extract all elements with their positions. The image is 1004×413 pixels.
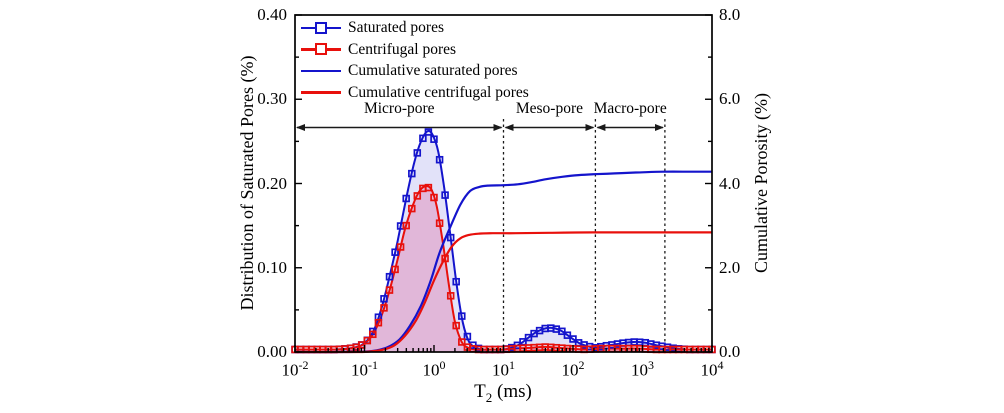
x-axis-title-unit: (ms) <box>497 381 532 402</box>
legend-label: Cumulative centrifugal pores <box>348 83 529 101</box>
centrifugal-area-fill <box>295 186 712 352</box>
legend-item-centrifugal-pores: Centrifugal pores <box>301 39 529 61</box>
square-marker-icon <box>458 312 466 320</box>
legend-sample-line <box>301 85 341 99</box>
x-tick-label: 103 <box>631 358 654 380</box>
x-tick-exponent: 3 <box>648 358 654 372</box>
y-left-tick-label: 0.10 <box>257 257 287 277</box>
legend-label: Centrifugal pores <box>348 40 457 58</box>
x-axis-title: T2 (ms) <box>453 381 553 406</box>
y-left-tick-label: 0.40 <box>257 5 287 24</box>
square-marker-icon <box>408 169 416 178</box>
y-right-tick-label: 6.0 <box>719 89 741 109</box>
square-marker-icon <box>413 192 422 200</box>
legend-sample-line-marker <box>301 21 341 35</box>
region-label-macro-pore: Macro-pore <box>593 100 667 117</box>
x-tick-label: 10-2 <box>281 358 309 380</box>
x-axis-title-subscript: 2 <box>485 389 493 405</box>
square-marker-icon <box>363 336 372 345</box>
legend-label: Saturated pores <box>348 19 444 36</box>
x-tick-label: 100 <box>422 358 446 380</box>
square-marker-icon <box>424 128 433 136</box>
legend-item-cumulative-saturated: Cumulative saturated pores <box>301 60 529 82</box>
legend-line-swatch <box>301 91 341 94</box>
square-marker-icon <box>435 155 444 164</box>
x-tick-exponent: -1 <box>368 358 378 372</box>
legend-sample-line <box>301 64 341 78</box>
legend-item-saturated-pores: Saturated pores <box>301 17 529 39</box>
square-marker-icon <box>430 135 438 143</box>
square-marker-icon <box>369 330 377 339</box>
y-left-tick-label: 0.20 <box>257 173 287 193</box>
y-right-tick-label: 4.0 <box>719 173 741 193</box>
square-marker-icon <box>424 183 433 192</box>
square-marker-icon <box>463 332 472 341</box>
square-marker-icon <box>413 149 422 157</box>
square-marker-icon <box>452 277 460 286</box>
square-marker-icon <box>396 243 405 251</box>
square-marker-icon <box>558 327 566 336</box>
x-tick-label: 101 <box>492 358 515 380</box>
legend-item-cumulative-centrifugal: Cumulative centrifugal pores <box>301 82 529 104</box>
square-marker-icon <box>402 194 410 203</box>
left-axis-title: Distribution of Saturated Pores (%) <box>237 55 257 311</box>
square-marker-icon <box>315 43 327 56</box>
right-axis-title: Cumulative Porosity (%) <box>751 93 771 273</box>
square-marker-icon <box>380 304 388 312</box>
region-label-meso-pore: Meso-pore <box>515 100 584 117</box>
square-marker-icon <box>408 204 416 213</box>
y-right-tick-label: 0.0 <box>719 342 741 361</box>
x-tick-exponent: -2 <box>298 358 309 372</box>
square-marker-icon <box>380 295 388 303</box>
square-marker-icon <box>446 292 455 300</box>
y-right-tick-label: 2.0 <box>719 257 741 277</box>
square-marker-icon <box>452 321 460 330</box>
saturated-area-fill <box>295 130 712 352</box>
square-marker-icon <box>391 248 399 256</box>
square-marker-icon <box>385 286 394 294</box>
legend-label: Cumulative saturated pores <box>348 62 518 79</box>
y-left-tick-label: 0.30 <box>257 89 287 109</box>
square-marker-icon <box>446 233 455 242</box>
x-axis-title-base: T <box>474 381 486 402</box>
legend: Saturated pores Centrifugal pores Cumula… <box>301 17 529 103</box>
square-marker-icon <box>402 221 410 230</box>
square-marker-icon <box>569 335 577 343</box>
x-tick-label: 104 <box>700 358 724 380</box>
square-marker-icon <box>430 193 438 202</box>
region-label-micro-pore: Micro-pore <box>363 100 435 117</box>
y-left-tick-label: 0.00 <box>257 342 287 361</box>
square-marker-icon <box>315 21 327 34</box>
x-tick-exponent: 2 <box>578 358 585 372</box>
square-marker-icon <box>458 338 466 346</box>
square-marker-icon <box>441 191 449 199</box>
y-right-tick-label: 8.0 <box>719 5 741 24</box>
square-marker-icon <box>419 134 427 143</box>
axis-ticks <box>294 14 713 353</box>
x-tick-exponent: 4 <box>717 358 724 372</box>
square-marker-icon <box>385 272 394 281</box>
square-marker-icon <box>435 219 444 227</box>
x-tick-label: 10-1 <box>351 358 378 380</box>
square-marker-icon <box>391 265 399 274</box>
x-tick-exponent: 1 <box>509 358 515 372</box>
legend-line-swatch <box>301 69 341 73</box>
x-tick-label: 102 <box>561 358 585 380</box>
cumulative-saturated-curve <box>294 170 712 354</box>
square-marker-icon <box>524 333 533 342</box>
x-tick-exponent: 0 <box>439 358 446 372</box>
square-marker-icon <box>563 331 572 339</box>
square-marker-icon <box>374 318 383 327</box>
legend-sample-line-marker <box>301 42 341 56</box>
